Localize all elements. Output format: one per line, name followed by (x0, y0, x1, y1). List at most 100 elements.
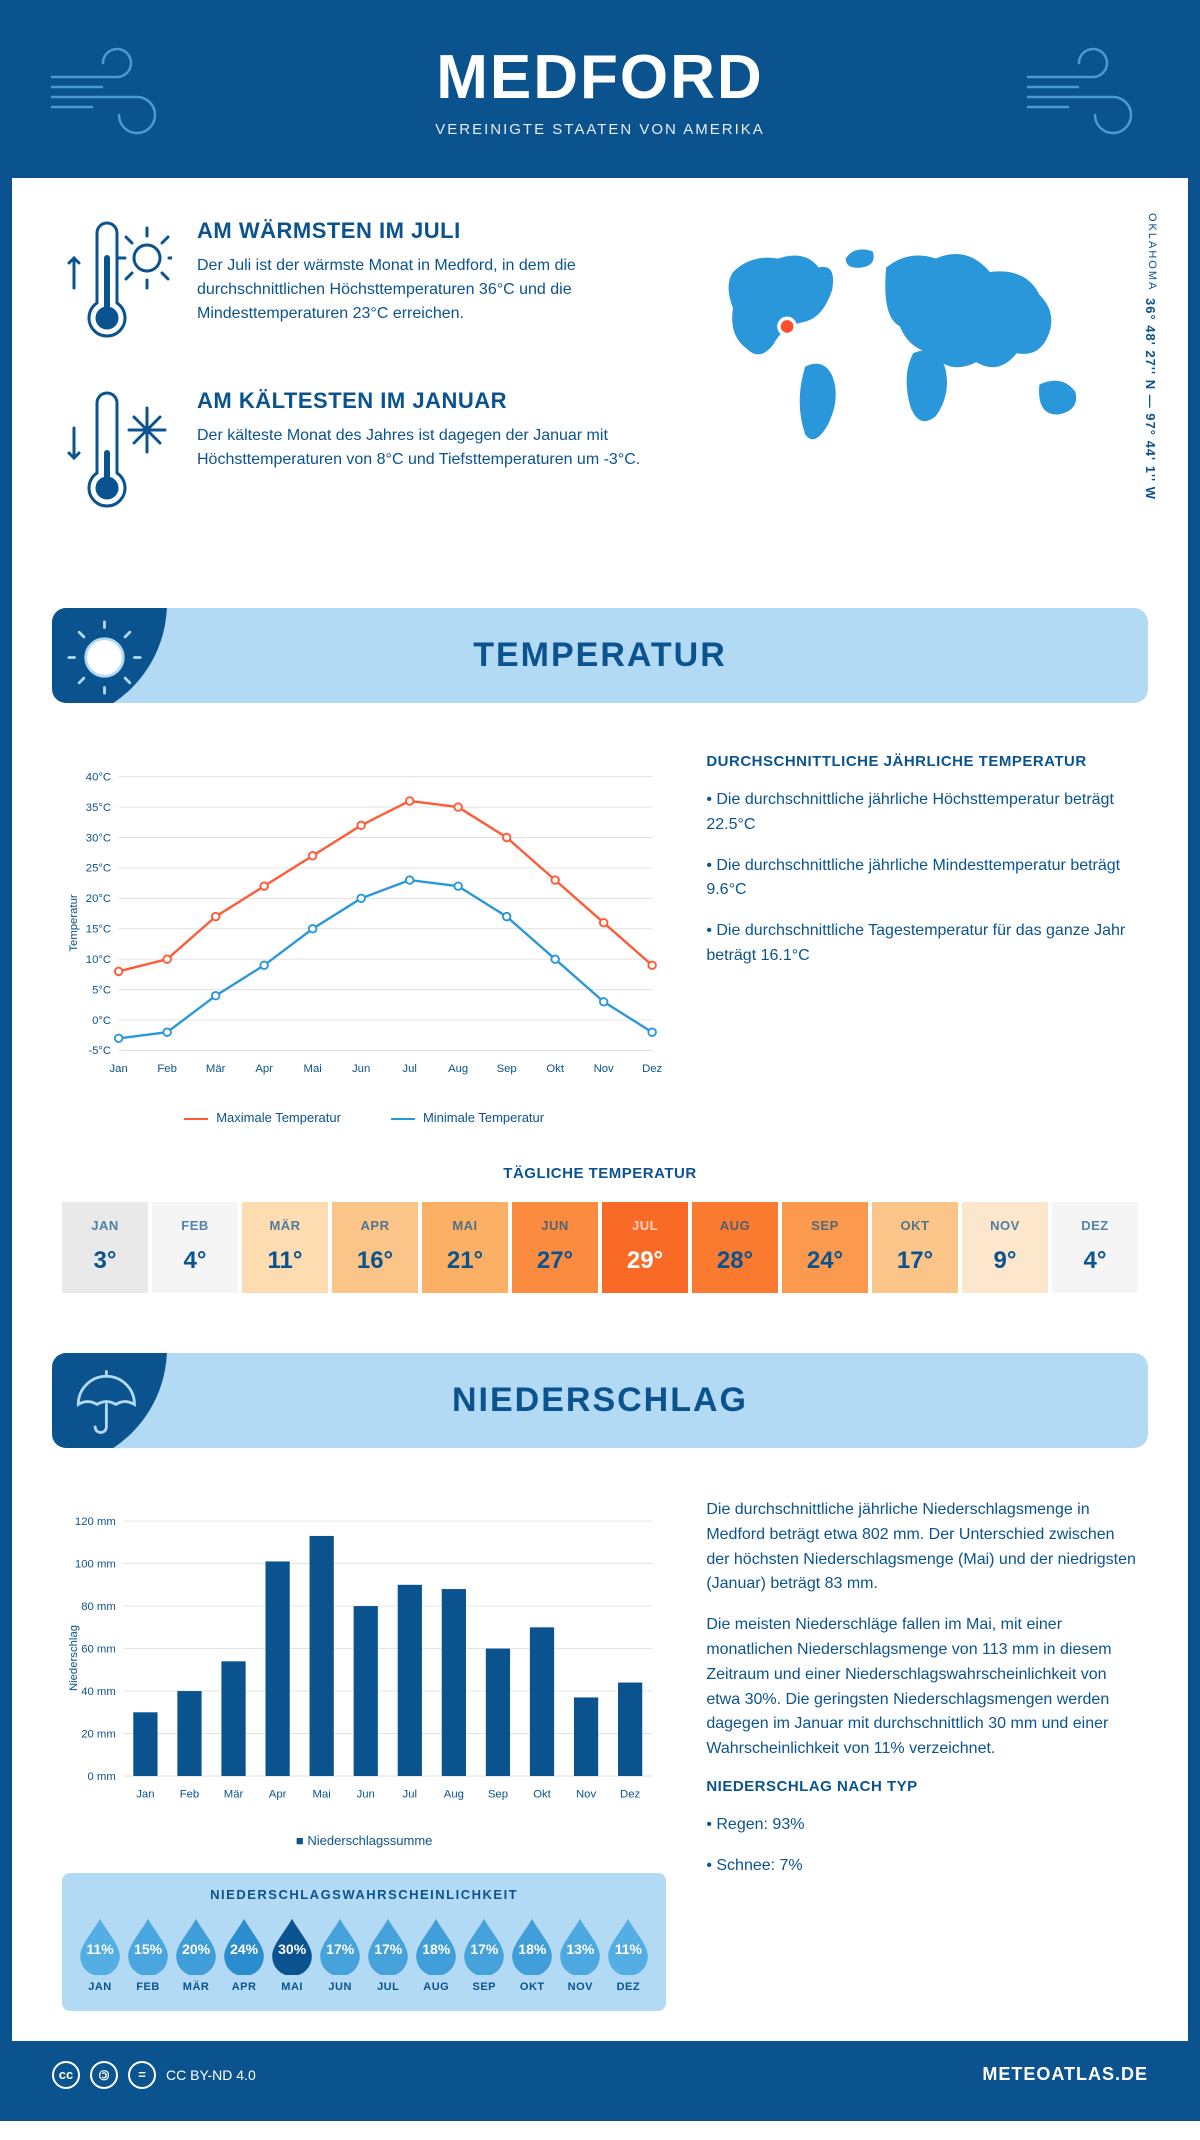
coordinates: 36° 48' 27'' N — 97° 44' 1'' W (1143, 298, 1158, 500)
drop-cell: 11% JAN (78, 1916, 122, 1993)
precip-type-title: NIEDERSCHLAG NACH TYP (706, 1778, 1138, 1795)
svg-text:Jan: Jan (110, 1063, 128, 1075)
umbrella-icon (67, 1365, 142, 1440)
svg-text:Jun: Jun (352, 1063, 370, 1075)
type-item: Schnee: 7% (706, 1854, 1138, 1879)
brand: METEOATLAS.DE (982, 2064, 1148, 2085)
probability-box: NIEDERSCHLAGSWAHRSCHEINLICHKEIT 11% JAN … (62, 1873, 666, 2011)
fact-title: AM KÄLTESTEN IM JANUAR (197, 388, 648, 414)
svg-text:10°C: 10°C (86, 954, 111, 966)
svg-text:15°C: 15°C (86, 924, 111, 936)
svg-text:Temperatur: Temperatur (68, 894, 80, 952)
precip-para: Die meisten Niederschläge fallen im Mai,… (706, 1613, 1138, 1762)
fact-warmest: AM WÄRMSTEN IM JULI Der Juli ist der wär… (62, 218, 648, 353)
drop-cell: 30% MAI (270, 1916, 314, 1993)
temp-cell: MÄR11° (242, 1202, 328, 1293)
svg-text:-5°C: -5°C (88, 1045, 111, 1057)
drop-cell: 15% FEB (126, 1916, 170, 1993)
svg-text:25°C: 25°C (86, 863, 111, 875)
svg-text:Mär: Mär (206, 1063, 226, 1075)
fact-title: AM WÄRMSTEN IM JULI (197, 218, 648, 244)
svg-text:Feb: Feb (157, 1063, 177, 1075)
precipitation-bar-chart: 0 mm20 mm40 mm60 mm80 mm100 mm120 mmJanF… (62, 1498, 666, 1818)
svg-text:120 mm: 120 mm (75, 1516, 116, 1528)
header: MEDFORD VEREINIGTE STAATEN VON AMERIKA (12, 12, 1188, 178)
drop-cell: 11% DEZ (606, 1916, 650, 1993)
section-title: TEMPERATUR (72, 636, 1128, 675)
svg-text:Nov: Nov (594, 1063, 614, 1075)
temp-strip: JAN3°FEB4°MÄR11°APR16°MAI21°JUN27°JUL29°… (62, 1202, 1138, 1293)
temp-cell: AUG28° (692, 1202, 778, 1293)
daily-temp-title: TÄGLICHE TEMPERATUR (62, 1165, 1138, 1182)
page-title: MEDFORD (32, 42, 1168, 113)
temperature-line-chart: -5°C 0°C 5°C 10°C 15°C 20°C 25°C 30°C 35°C 40°C Ja… (62, 753, 666, 1093)
drop-cell: 18% OKT (510, 1916, 554, 1993)
temp-cell: FEB4° (152, 1202, 238, 1293)
info-item: Die durchschnittliche jährliche Mindestt… (706, 854, 1138, 904)
svg-text:Okt: Okt (533, 1789, 551, 1801)
svg-text:Feb: Feb (180, 1789, 200, 1801)
temp-cell: JUL29° (602, 1202, 688, 1293)
svg-text:Niederschlag: Niederschlag (68, 1625, 80, 1691)
svg-text:Jul: Jul (402, 1063, 416, 1075)
cc-icon: cc (52, 2061, 80, 2089)
info-title: DURCHSCHNITTLICHE JÄHRLICHE TEMPERATUR (706, 753, 1138, 770)
type-item: Regen: 93% (706, 1813, 1138, 1838)
temp-cell: SEP24° (782, 1202, 868, 1293)
temp-cell: OKT17° (872, 1202, 958, 1293)
bar-legend: Niederschlagssumme (62, 1833, 666, 1848)
svg-text:Jan: Jan (136, 1789, 154, 1801)
svg-text:100 mm: 100 mm (75, 1558, 116, 1570)
svg-text:Dez: Dez (642, 1063, 662, 1075)
thermometer-cold-icon (62, 388, 172, 523)
section-bar-precipitation: NIEDERSCHLAG (52, 1353, 1148, 1448)
by-icon: 🄯 (90, 2061, 118, 2089)
precipitation-section: 0 mm20 mm40 mm60 mm80 mm100 mm120 mmJanF… (12, 1478, 1188, 2041)
info-list: Die durchschnittliche jährliche Höchstte… (706, 788, 1138, 969)
temp-cell: NOV9° (962, 1202, 1048, 1293)
intro-section: AM WÄRMSTEN IM JULI Der Juli ist der wär… (12, 178, 1188, 588)
temp-cell: DEZ4° (1052, 1202, 1138, 1293)
world-map (688, 218, 1138, 475)
svg-text:35°C: 35°C (86, 802, 111, 814)
svg-text:Mai: Mai (313, 1789, 331, 1801)
drop-cell: 13% NOV (558, 1916, 602, 1993)
svg-text:5°C: 5°C (92, 984, 111, 996)
svg-text:Nov: Nov (576, 1789, 596, 1801)
temp-cell: MAI21° (422, 1202, 508, 1293)
svg-text:30°C: 30°C (86, 832, 111, 844)
temp-cell: JAN3° (62, 1202, 148, 1293)
fact-text: Der Juli ist der wärmste Monat in Medfor… (197, 254, 648, 326)
svg-text:Mai: Mai (304, 1063, 322, 1075)
svg-text:60 mm: 60 mm (81, 1643, 116, 1655)
svg-text:Apr: Apr (269, 1789, 287, 1801)
info-item: Die durchschnittliche jährliche Höchstte… (706, 788, 1138, 838)
precip-para: Die durchschnittliche jährliche Niedersc… (706, 1498, 1138, 1597)
drop-cell: 17% JUN (318, 1916, 362, 1993)
svg-text:Sep: Sep (497, 1063, 517, 1075)
thermometer-hot-icon (62, 218, 172, 353)
chart-legend: Maximale Temperatur Minimale Temperatur (62, 1110, 666, 1125)
page-subtitle: VEREINIGTE STAATEN VON AMERIKA (32, 121, 1168, 138)
svg-text:20°C: 20°C (86, 893, 111, 905)
svg-text:40 mm: 40 mm (81, 1686, 116, 1698)
svg-text:40°C: 40°C (86, 771, 111, 783)
drop-cell: 17% SEP (462, 1916, 506, 1993)
temp-cell: APR16° (332, 1202, 418, 1293)
svg-text:Sep: Sep (488, 1789, 508, 1801)
svg-text:Apr: Apr (255, 1063, 273, 1075)
state-label: OKLAHOMA (1146, 213, 1158, 291)
drop-cell: 24% APR (222, 1916, 266, 1993)
drop-cell: 20% MÄR (174, 1916, 218, 1993)
probability-title: NIEDERSCHLAGSWAHRSCHEINLICHKEIT (78, 1887, 650, 1902)
daily-temperature: TÄGLICHE TEMPERATUR JAN3°FEB4°MÄR11°APR1… (12, 1155, 1188, 1333)
svg-text:Dez: Dez (620, 1789, 640, 1801)
temp-cell: JUN27° (512, 1202, 598, 1293)
svg-text:0°C: 0°C (92, 1015, 111, 1027)
legend-min: Minimale Temperatur (391, 1110, 544, 1125)
svg-text:20 mm: 20 mm (81, 1728, 116, 1740)
drop-cell: 17% JUL (366, 1916, 410, 1993)
fact-coldest: AM KÄLTESTEN IM JANUAR Der kälteste Mona… (62, 388, 648, 523)
section-bar-temperature: TEMPERATUR (52, 608, 1148, 703)
svg-text:0 mm: 0 mm (87, 1771, 115, 1783)
